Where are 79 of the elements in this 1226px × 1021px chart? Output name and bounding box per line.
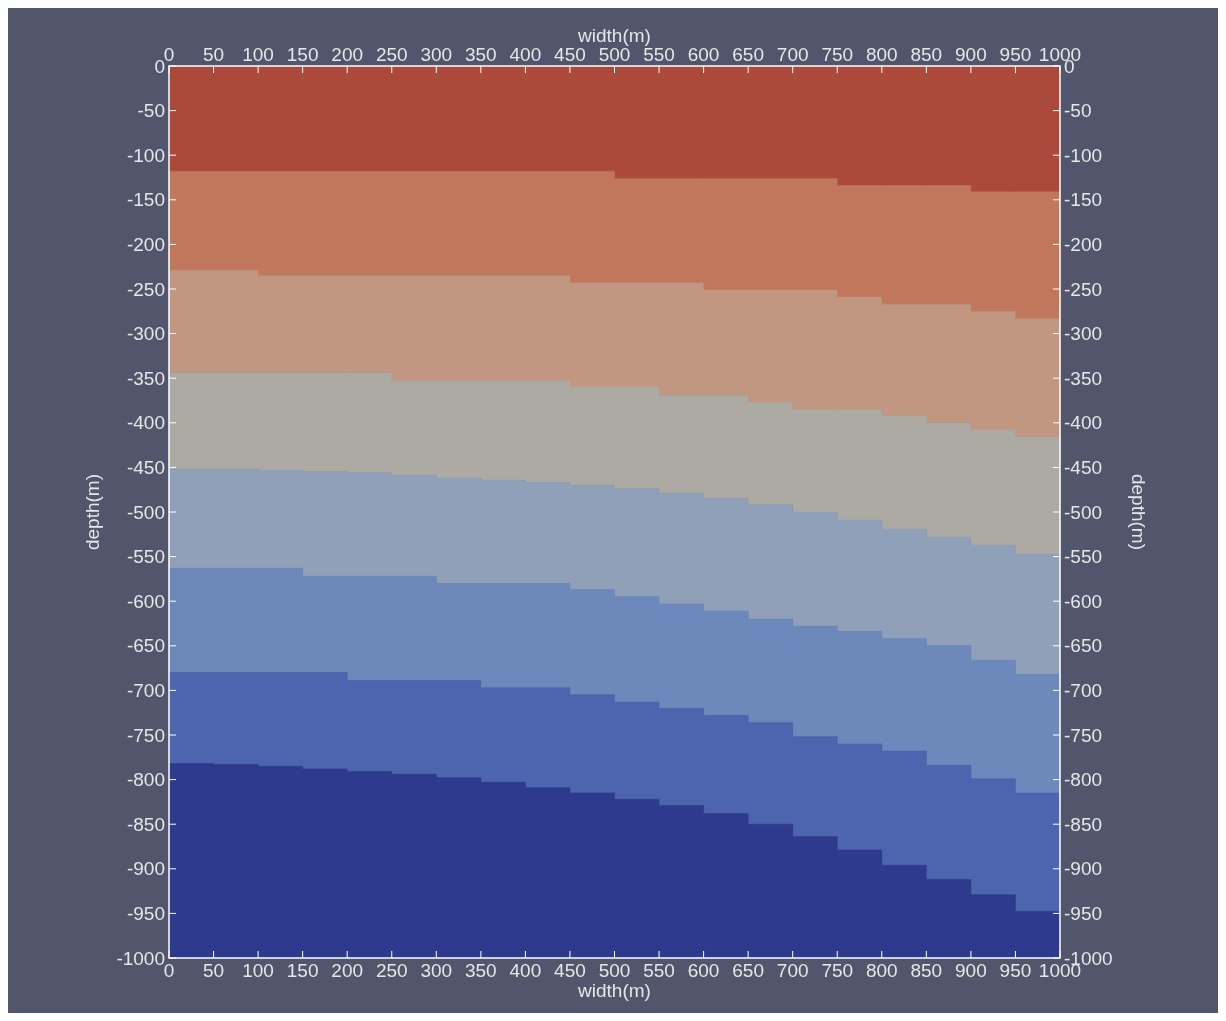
y-tick-label: -450 bbox=[126, 457, 165, 479]
x2-axis-title: width(m) bbox=[577, 25, 651, 46]
x2-tick-label: 900 bbox=[955, 960, 987, 981]
y2-tick-label: -100 bbox=[1064, 144, 1103, 166]
x-tick-label: 50 bbox=[202, 44, 225, 65]
x2-tick-label: 750 bbox=[821, 960, 854, 981]
y-axis-title: depth(m) bbox=[82, 473, 103, 551]
x2-tick-label: 200 bbox=[331, 960, 364, 981]
y2-tick-label: -750 bbox=[1064, 724, 1103, 746]
y-tick-label: -350 bbox=[126, 367, 165, 389]
y2-tick-label: -550 bbox=[1064, 546, 1103, 568]
x2-tick-label: 700 bbox=[776, 960, 809, 981]
y2-tick-label: -50 bbox=[1064, 100, 1092, 122]
x2-tick-label: 350 bbox=[465, 960, 497, 981]
y-tick-label: -650 bbox=[126, 635, 165, 657]
y2-tick-label: -350 bbox=[1064, 367, 1103, 389]
y2-tick-label: -400 bbox=[1064, 412, 1103, 434]
x2-tick-label: 450 bbox=[554, 960, 586, 981]
x-tick-label: 850 bbox=[910, 44, 943, 65]
x2-tick-label: 250 bbox=[375, 960, 408, 981]
y-tick-label: -600 bbox=[126, 590, 165, 612]
y2-tick-label: -800 bbox=[1064, 769, 1103, 791]
y2-tick-label: -450 bbox=[1064, 457, 1103, 479]
x2-tick-label: 650 bbox=[732, 960, 764, 981]
x-tick-label: 100 bbox=[242, 44, 274, 65]
y-tick-label: -700 bbox=[126, 680, 165, 702]
x-tick-label: 300 bbox=[420, 44, 453, 65]
y-tick-label: -200 bbox=[126, 234, 165, 256]
x2-tick-label: 850 bbox=[910, 960, 943, 981]
x-tick-label: 650 bbox=[732, 44, 764, 65]
y-tick-label: -50 bbox=[137, 100, 165, 122]
y2-tick-label: -850 bbox=[1064, 813, 1103, 835]
y2-tick-label: -950 bbox=[1064, 903, 1103, 925]
x-tick-label: 400 bbox=[509, 44, 542, 65]
x2-tick-label: 800 bbox=[865, 960, 898, 981]
y2-tick-label: -500 bbox=[1064, 501, 1103, 523]
y-tick-label: -550 bbox=[126, 546, 165, 568]
y2-tick-label: -600 bbox=[1064, 590, 1103, 612]
y2-tick-label: -700 bbox=[1064, 680, 1103, 702]
y2-tick-label: -200 bbox=[1064, 234, 1103, 256]
x2-tick-label: 100 bbox=[242, 960, 274, 981]
x2-tick-label: 550 bbox=[643, 960, 675, 981]
y-tick-label: -400 bbox=[126, 412, 165, 434]
y-tick-label: -950 bbox=[126, 903, 165, 925]
x-tick-label: 450 bbox=[554, 44, 586, 65]
y-tick-label: -850 bbox=[126, 813, 165, 835]
x2-tick-label: 150 bbox=[286, 960, 319, 981]
x-tick-label: 900 bbox=[955, 44, 987, 65]
y-tick-label: -900 bbox=[126, 858, 165, 880]
x2-tick-label: 50 bbox=[202, 960, 225, 981]
y2-tick-label: -250 bbox=[1064, 278, 1103, 300]
x-tick-label: 250 bbox=[375, 44, 408, 65]
y-tick-label: -1000 bbox=[116, 947, 165, 969]
y2-tick-label: -300 bbox=[1064, 323, 1103, 345]
y-tick-label: -100 bbox=[126, 144, 165, 166]
y-tick-label: -800 bbox=[126, 769, 165, 791]
x2-tick-label: 300 bbox=[420, 960, 453, 981]
x-tick-label: 150 bbox=[286, 44, 319, 65]
y2-tick-label: -650 bbox=[1064, 635, 1103, 657]
y-tick-label: -250 bbox=[126, 278, 165, 300]
x-tick-label: 200 bbox=[331, 44, 364, 65]
x-tick-label: 950 bbox=[999, 44, 1032, 65]
y-tick-label: -750 bbox=[126, 724, 165, 746]
x2-tick-label: 950 bbox=[999, 960, 1032, 981]
x2-tick-label: 400 bbox=[509, 960, 542, 981]
x-tick-label: 700 bbox=[776, 44, 809, 65]
y-tick-label: -150 bbox=[126, 189, 165, 211]
x2-tick-label: 500 bbox=[598, 960, 631, 981]
x-tick-label: 800 bbox=[865, 44, 898, 65]
x-tick-label: 600 bbox=[687, 44, 720, 65]
y2-tick-label: -150 bbox=[1064, 189, 1103, 211]
y-tick-label: -300 bbox=[126, 323, 165, 345]
x2-tick-label: 600 bbox=[687, 960, 720, 981]
y2-tick-label: -900 bbox=[1064, 858, 1103, 880]
y2-axis-title: depth(m) bbox=[1128, 473, 1149, 551]
x-axis-title: width(m) bbox=[577, 980, 651, 1001]
y-tick-label: -500 bbox=[126, 501, 165, 523]
x-tick-label: 350 bbox=[465, 44, 497, 65]
x-tick-label: 750 bbox=[821, 44, 854, 65]
